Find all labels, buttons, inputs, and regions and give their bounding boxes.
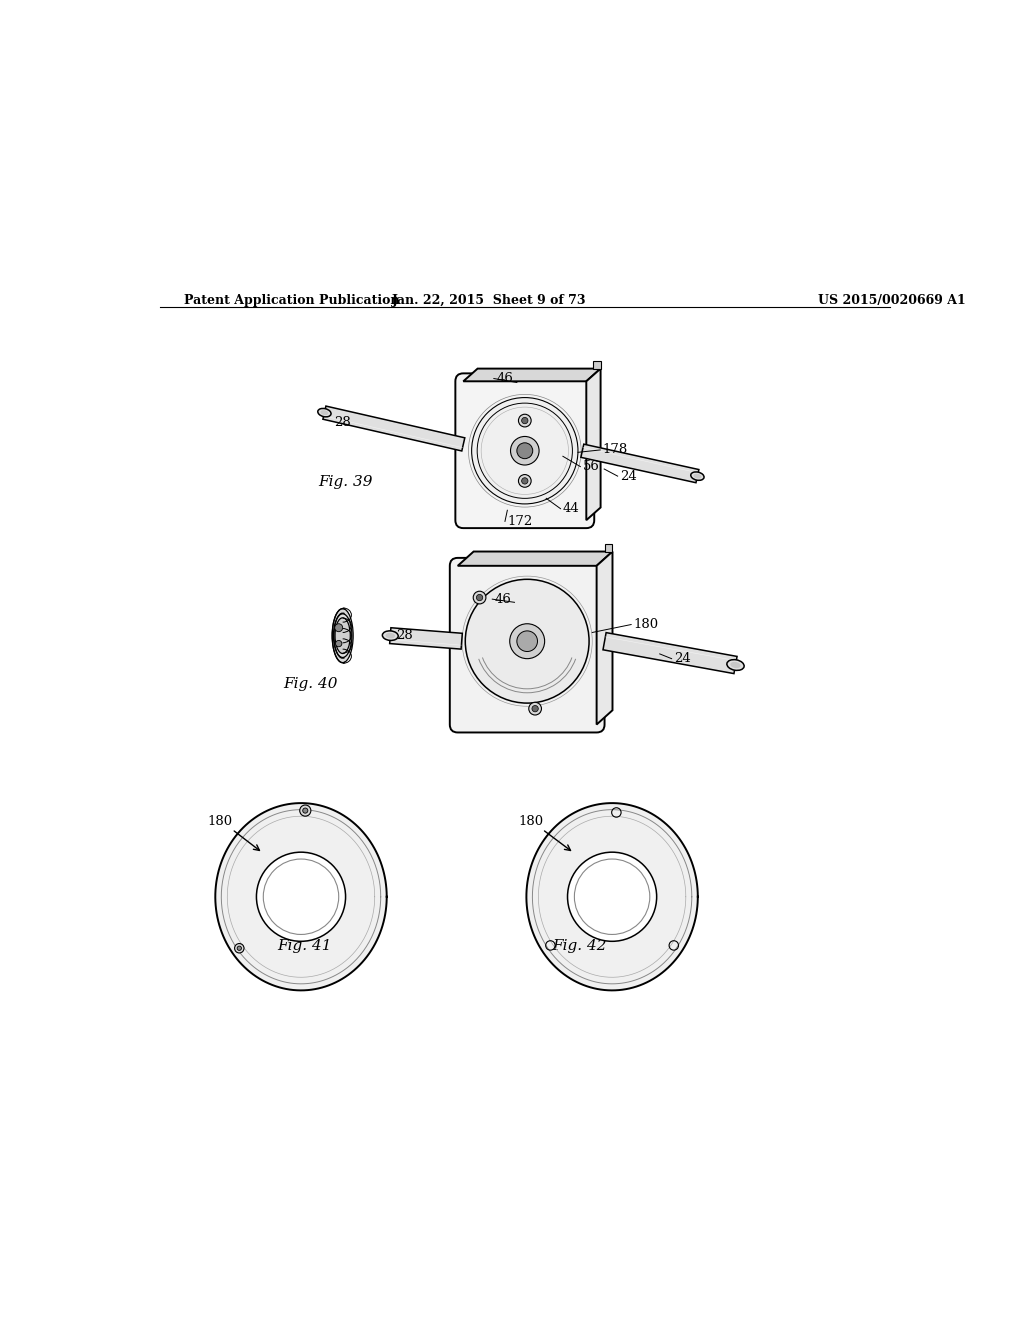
Circle shape bbox=[473, 591, 486, 605]
Text: 44: 44 bbox=[563, 502, 580, 515]
Text: 172: 172 bbox=[507, 515, 532, 528]
Polygon shape bbox=[526, 803, 697, 990]
Text: 180: 180 bbox=[518, 814, 544, 828]
Circle shape bbox=[528, 702, 542, 715]
Polygon shape bbox=[390, 628, 462, 649]
Ellipse shape bbox=[321, 411, 329, 414]
Text: 180: 180 bbox=[634, 618, 658, 631]
Polygon shape bbox=[593, 360, 601, 368]
Polygon shape bbox=[581, 444, 698, 483]
Circle shape bbox=[531, 705, 539, 711]
Text: 28: 28 bbox=[396, 630, 413, 642]
Polygon shape bbox=[603, 632, 737, 673]
Circle shape bbox=[567, 853, 656, 941]
Circle shape bbox=[517, 442, 532, 458]
Text: Patent Application Publication: Patent Application Publication bbox=[183, 294, 399, 306]
Ellipse shape bbox=[332, 609, 353, 663]
Text: Fig. 42: Fig. 42 bbox=[553, 939, 607, 953]
Ellipse shape bbox=[334, 614, 352, 657]
Circle shape bbox=[238, 946, 242, 950]
Circle shape bbox=[472, 397, 578, 504]
Polygon shape bbox=[215, 803, 387, 990]
Circle shape bbox=[256, 853, 345, 941]
Text: 28: 28 bbox=[334, 417, 351, 429]
Text: 46: 46 bbox=[495, 593, 512, 606]
Ellipse shape bbox=[382, 631, 398, 640]
Circle shape bbox=[521, 417, 528, 424]
Circle shape bbox=[517, 631, 538, 652]
Ellipse shape bbox=[335, 618, 350, 653]
Polygon shape bbox=[323, 407, 465, 451]
Text: 56: 56 bbox=[583, 461, 600, 473]
Circle shape bbox=[336, 640, 342, 647]
Circle shape bbox=[303, 808, 308, 813]
Text: 24: 24 bbox=[620, 470, 637, 483]
Circle shape bbox=[335, 624, 343, 632]
Circle shape bbox=[300, 805, 311, 816]
Polygon shape bbox=[597, 552, 612, 725]
Ellipse shape bbox=[727, 660, 744, 671]
Ellipse shape bbox=[693, 474, 701, 479]
Polygon shape bbox=[458, 552, 612, 566]
Circle shape bbox=[465, 579, 589, 704]
Ellipse shape bbox=[385, 632, 395, 639]
Circle shape bbox=[521, 478, 528, 484]
Circle shape bbox=[510, 624, 545, 659]
Text: 24: 24 bbox=[674, 652, 691, 665]
Circle shape bbox=[234, 944, 244, 953]
Polygon shape bbox=[587, 368, 601, 520]
Ellipse shape bbox=[317, 408, 331, 417]
Circle shape bbox=[518, 475, 531, 487]
Text: Fig. 39: Fig. 39 bbox=[318, 475, 373, 490]
Circle shape bbox=[511, 437, 539, 465]
Polygon shape bbox=[604, 544, 612, 552]
Polygon shape bbox=[463, 368, 601, 381]
Text: 180: 180 bbox=[207, 814, 232, 828]
FancyBboxPatch shape bbox=[450, 558, 604, 733]
Circle shape bbox=[518, 414, 531, 426]
Ellipse shape bbox=[730, 661, 740, 668]
Text: US 2015/0020669 A1: US 2015/0020669 A1 bbox=[818, 294, 967, 306]
Circle shape bbox=[476, 594, 482, 601]
Text: Fig. 40: Fig. 40 bbox=[283, 677, 337, 692]
FancyBboxPatch shape bbox=[456, 374, 594, 528]
Text: Jan. 22, 2015  Sheet 9 of 73: Jan. 22, 2015 Sheet 9 of 73 bbox=[392, 294, 587, 306]
Text: 46: 46 bbox=[497, 372, 513, 385]
Text: 178: 178 bbox=[602, 444, 628, 457]
Ellipse shape bbox=[691, 473, 705, 480]
Text: Fig. 41: Fig. 41 bbox=[278, 939, 332, 953]
